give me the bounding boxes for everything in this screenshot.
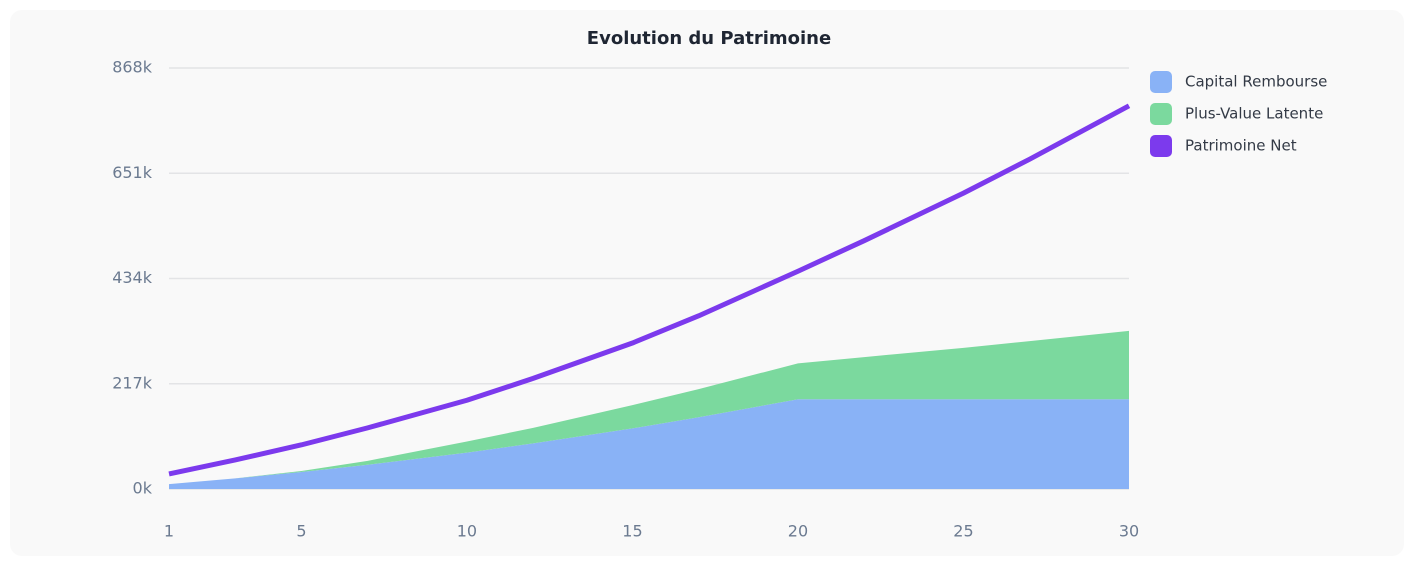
x-tick-label: 1 [164,522,174,541]
legend-swatch [1150,103,1172,125]
area [169,330,1129,485]
y-tick-label: 651k [112,163,153,182]
legend-swatch [1150,135,1172,157]
y-tick-label: 868k [112,58,153,77]
x-tick-label: 15 [622,522,642,541]
legend-label: Plus-Value Latente [1185,105,1323,123]
chart-title: Evolution du Patrimoine [587,28,831,49]
line [168,103,1131,477]
x-tick-label: 30 [1119,522,1139,541]
x-tick-label: 25 [953,522,973,541]
y-tick-label: 0k [133,479,153,498]
legend-label: Capital Rembourse [1185,73,1327,91]
y-tick-label: 434k [112,268,153,287]
area [169,399,1129,489]
x-tick-label: 5 [296,522,306,541]
x-tick-label: 20 [788,522,808,541]
legend-swatch [1150,71,1172,93]
x-tick-label: 10 [457,522,477,541]
legend-label: Patrimoine Net [1185,137,1297,155]
y-tick-label: 217k [112,373,153,392]
